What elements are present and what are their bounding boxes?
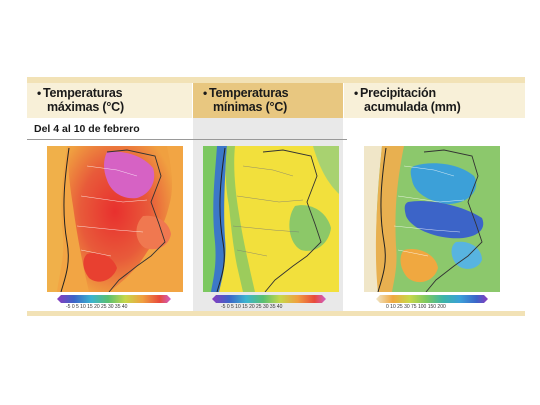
scale-min-labels: -5 0 5 10 15 20 25 30 35 40 <box>221 304 283 310</box>
title-line1: Temperaturas <box>209 86 289 100</box>
andes-border <box>377 147 387 292</box>
panel-title-min: • Temperaturas mínimas (°C) <box>203 86 289 114</box>
bottom-accent-band <box>27 311 525 316</box>
bullet-icon: • <box>354 86 359 100</box>
chile-dry-region <box>364 146 382 292</box>
panel-title-max: • Temperaturas máximas (°C) <box>37 86 124 114</box>
pampa-area <box>83 252 117 282</box>
scale-min <box>212 295 326 303</box>
panel-title-precip: • Precipitación acumulada (mm) <box>354 86 461 114</box>
period-row: Del 4 al 10 de febrero <box>27 118 525 140</box>
province-borders <box>76 165 148 257</box>
period-rule <box>27 139 347 140</box>
panel-header-max: • Temperaturas máximas (°C) <box>27 83 192 118</box>
title-line2: máximas (°C) <box>47 99 124 114</box>
map-max-temperature <box>47 146 183 292</box>
chile-region <box>47 146 67 292</box>
andes-border <box>60 147 70 292</box>
bullet-icon: • <box>203 86 208 100</box>
bullet-icon: • <box>37 86 42 100</box>
rain-north <box>410 163 477 204</box>
scale-bar <box>212 295 326 303</box>
period-label: Del 4 al 10 de febrero <box>34 123 140 135</box>
map-precipitation <box>364 146 500 292</box>
country-border <box>262 149 322 292</box>
hot-core-magenta <box>104 151 155 199</box>
title-line1: Temperaturas <box>43 86 123 100</box>
title-line2: mínimas (°C) <box>213 99 288 114</box>
scale-precip <box>376 295 488 303</box>
scale-bar <box>376 295 488 303</box>
title-line2: acumulada (mm) <box>364 99 461 114</box>
title-line1: Precipitación <box>360 86 436 100</box>
scale-precip-labels: 0 10 25 30 75 100 150 200 <box>386 304 446 310</box>
top-accent-band <box>27 77 525 83</box>
scale-max-labels: -5 0 5 10 15 20 25 30 35 40 <box>66 304 128 310</box>
scale-bar <box>57 295 171 303</box>
precordillera-band <box>225 146 255 292</box>
uruguay-area <box>136 215 171 250</box>
province-borders <box>393 165 465 257</box>
northeast-green <box>313 146 339 194</box>
map-min-temperature <box>203 146 339 292</box>
panel-header-min: • Temperaturas mínimas (°C) <box>193 83 343 118</box>
province-borders <box>232 165 304 257</box>
panel-header-precip: • Precipitación acumulada (mm) <box>344 83 525 118</box>
andes-dry-strip <box>375 146 404 292</box>
andes-cold-strip <box>211 146 227 292</box>
country-border <box>423 149 483 292</box>
andes-border <box>216 147 226 292</box>
scale-max <box>57 295 171 303</box>
pampa-dry <box>400 248 438 283</box>
country-border <box>106 149 166 292</box>
